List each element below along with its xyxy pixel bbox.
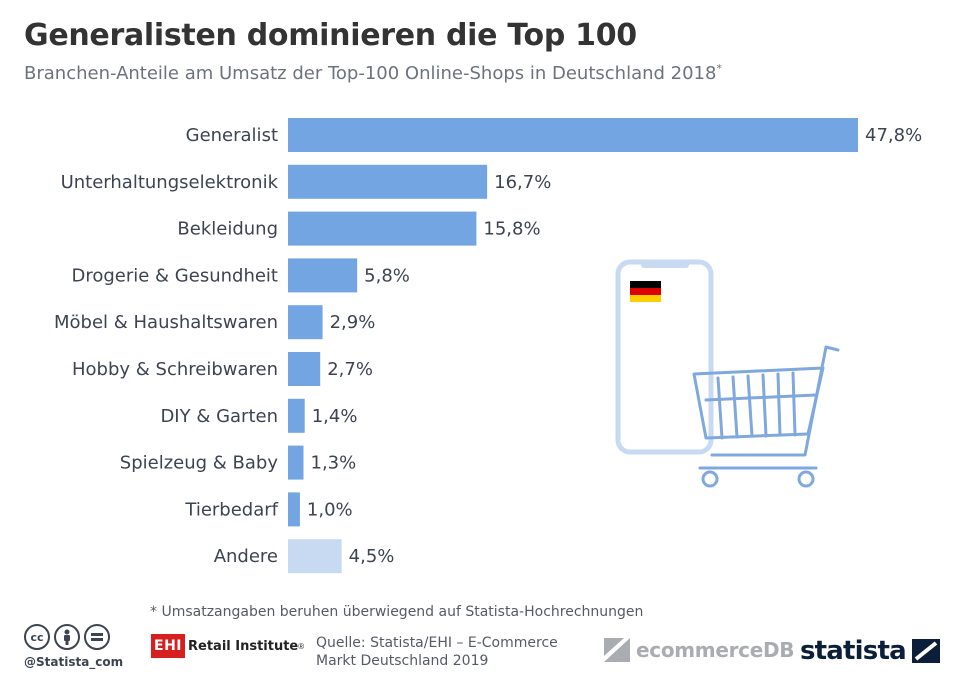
- category-label-0: Generalist: [186, 125, 278, 146]
- no-derivatives-icon: [84, 624, 110, 650]
- shopping-cart-icon: [692, 345, 840, 488]
- category-label-3: Drogerie & Gesundheit: [71, 265, 278, 286]
- ehi-logo-box: EHI: [151, 634, 185, 658]
- value-label-3: 5,8%: [364, 265, 410, 286]
- source-text: Quelle: Statista/EHI – E-Commerce Markt …: [316, 634, 558, 670]
- germany-flag-gold: [630, 295, 661, 302]
- bar-8: [288, 492, 300, 527]
- value-label-4: 2,9%: [330, 312, 376, 333]
- illustration: [615, 259, 840, 488]
- statista-logo-text: statista: [800, 636, 907, 666]
- ehi-logo-text: Retail Institute: [188, 638, 299, 654]
- ehi-registered-mark: ®: [298, 641, 305, 651]
- source-line-1: Quelle: Statista/EHI – E-Commerce: [316, 635, 558, 651]
- bar-3: [288, 258, 358, 293]
- bars-group: Generalist 47,8% Unterhaltungselektronik 16…: [54, 118, 922, 574]
- value-label-6: 1,4%: [312, 406, 358, 427]
- value-label-2: 15,8%: [483, 219, 540, 240]
- ehi-logo: EHI Retail Institute ®: [151, 634, 304, 658]
- bar-4: [288, 305, 323, 340]
- subtitle-footnote-mark: *: [716, 62, 722, 75]
- category-label-7: Spielzeug & Baby: [120, 453, 279, 474]
- value-label-1: 16,7%: [494, 172, 551, 193]
- statista-logo: statista: [800, 636, 940, 666]
- value-label-0: 47,8%: [865, 125, 922, 146]
- category-label-2: Bekleidung: [177, 219, 278, 240]
- value-label-5: 2,7%: [327, 359, 373, 380]
- ecommercedb-logo: ecommerceDB: [604, 638, 795, 662]
- category-label-1: Unterhaltungselektronik: [61, 172, 279, 193]
- category-label-4: Möbel & Haushaltswaren: [54, 312, 278, 333]
- bar-0: [288, 118, 858, 152]
- bar-1: [288, 164, 488, 199]
- attribution-icon: [54, 624, 80, 650]
- page-subtitle: Branchen-Anteile am Umsatz der Top-100 O…: [24, 62, 722, 84]
- source-line-2: Markt Deutschland 2019: [316, 653, 489, 669]
- license-icons: cc: [24, 624, 110, 650]
- bar-2: [288, 211, 477, 246]
- ecommercedb-text: ecommerceDB: [636, 638, 795, 662]
- page-title: Generalisten dominieren die Top 100: [24, 18, 637, 53]
- category-label-8: Tierbedarf: [184, 499, 278, 520]
- bar-6: [288, 398, 305, 433]
- value-label-8: 1,0%: [307, 499, 353, 520]
- bar-chart: Generalist 47,8% Unterhaltungselektronik 16…: [54, 118, 922, 574]
- statista-handle[interactable]: @Statista_com: [24, 655, 124, 669]
- category-label-5: Hobby & Schreibwaren: [72, 359, 278, 380]
- cc-icon: cc: [24, 624, 50, 650]
- germany-flag-red: [630, 288, 661, 295]
- germany-flag-black: [630, 281, 661, 288]
- value-label-9: 4,5%: [349, 546, 395, 567]
- bar-7: [288, 445, 304, 480]
- statista-logo-mark: [911, 639, 940, 663]
- bar-5: [288, 352, 321, 386]
- bar-9: [288, 539, 342, 574]
- subtitle-text: Branchen-Anteile am Umsatz der Top-100 O…: [24, 63, 717, 84]
- footnote: * Umsatzangaben beruhen überwiegend auf …: [150, 604, 644, 620]
- phone-speaker: [641, 262, 689, 268]
- value-label-7: 1,3%: [311, 453, 357, 474]
- ecommercedb-icon: [604, 638, 630, 662]
- category-label-6: DIY & Garten: [160, 406, 278, 427]
- category-label-9: Andere: [214, 546, 278, 567]
